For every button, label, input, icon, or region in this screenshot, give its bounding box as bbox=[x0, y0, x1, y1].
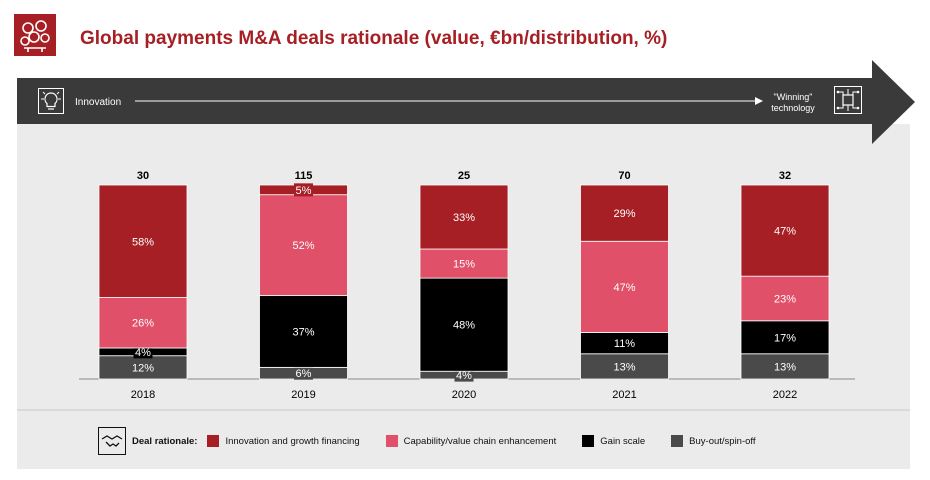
total-label: 70 bbox=[618, 170, 630, 182]
x-tick-label: 2019 bbox=[291, 389, 315, 401]
legend: Deal rationale: Innovation and growth fi… bbox=[98, 426, 782, 456]
data-label: 52% bbox=[292, 240, 314, 252]
data-label-bg bbox=[454, 368, 474, 382]
data-label: 33% bbox=[453, 212, 475, 224]
legend-item-gain-scale: Gain scale bbox=[582, 435, 645, 447]
bar-segment bbox=[259, 295, 348, 368]
page-title: Global payments M&A deals rationale (val… bbox=[80, 28, 668, 49]
legend-label: Innovation and growth financing bbox=[225, 435, 360, 447]
legend-label: Capability/value chain enhancement bbox=[403, 435, 557, 447]
legend-swatch bbox=[671, 435, 684, 447]
total-label: 32 bbox=[779, 170, 791, 182]
lightbulb-icon bbox=[38, 88, 64, 114]
bar-segment bbox=[98, 184, 188, 298]
x-tick-label: 2022 bbox=[773, 389, 797, 401]
total-label: 30 bbox=[137, 170, 149, 182]
stacked-bar-chart: 12% 4% 26% 58% 30 2018 6% 37% 52% 5% 115 2019 4% 48% 1… bbox=[17, 170, 910, 411]
data-label: 58% bbox=[132, 236, 154, 248]
bar-segment bbox=[740, 353, 830, 380]
circuit-chip-icon bbox=[834, 86, 862, 114]
data-label: 4% bbox=[456, 370, 472, 382]
bar-segment bbox=[419, 277, 509, 372]
legend-label: Gain scale bbox=[600, 435, 646, 447]
data-label-bg bbox=[133, 345, 153, 359]
data-label: 23% bbox=[774, 293, 796, 305]
data-label: 26% bbox=[132, 318, 154, 330]
legend-title: Deal rationale: bbox=[132, 435, 198, 447]
legend-item-capability: Capability/value chain enhancement bbox=[385, 435, 557, 447]
legend-swatch bbox=[385, 435, 398, 447]
data-label: 47% bbox=[613, 282, 635, 294]
data-label: 11% bbox=[614, 338, 635, 350]
data-label: 17% bbox=[774, 332, 796, 344]
total-label: 115 bbox=[295, 170, 313, 182]
technology-label: technology bbox=[771, 103, 815, 113]
data-label: 13% bbox=[774, 361, 796, 373]
brain-logo-icon bbox=[14, 14, 56, 56]
legend-item-innovation: Innovation and growth financing bbox=[207, 435, 360, 447]
data-label-bg bbox=[294, 366, 313, 380]
x-tick-label: 2020 bbox=[452, 389, 476, 401]
bar-segment bbox=[98, 297, 188, 349]
data-label: 6% bbox=[296, 368, 312, 380]
data-label: 29% bbox=[613, 208, 635, 220]
legend-label: Buy-out/spin-off bbox=[689, 435, 756, 447]
bar-segment bbox=[580, 240, 669, 333]
bar-segment bbox=[259, 194, 348, 296]
x-tick-label: 2018 bbox=[131, 389, 155, 401]
bar-segment bbox=[740, 184, 830, 277]
legend-swatch bbox=[207, 435, 220, 447]
bar-segment bbox=[740, 320, 830, 355]
data-label: 15% bbox=[453, 259, 475, 271]
x-tick-label: 2021 bbox=[612, 389, 636, 401]
bar-segment bbox=[740, 275, 830, 322]
data-label: 48% bbox=[453, 320, 475, 332]
data-label: 37% bbox=[292, 326, 314, 338]
legend-item-buyout: Buy-out/spin-off bbox=[671, 435, 756, 447]
innovation-arrow-band bbox=[17, 60, 915, 144]
data-label: 4% bbox=[135, 347, 151, 359]
data-label: 12% bbox=[132, 362, 154, 374]
winning-label: "Winning" bbox=[773, 92, 813, 102]
legend-swatch bbox=[582, 435, 595, 447]
data-label: 5% bbox=[296, 185, 312, 197]
total-label: 25 bbox=[458, 170, 470, 182]
data-label-bg bbox=[294, 183, 313, 197]
innovation-label: Innovation bbox=[75, 97, 122, 108]
winning-technology-label: "Winning" technology bbox=[760, 92, 826, 114]
handshake-icon bbox=[98, 427, 126, 455]
bar-segment bbox=[580, 353, 669, 380]
chart-panel: 12% 4% 26% 58% 30 2018 6% 37% 52% 5% 115 2019 4% 48% 1… bbox=[17, 124, 910, 469]
bar-segment bbox=[580, 184, 669, 242]
bar-segment bbox=[419, 184, 509, 250]
data-label: 47% bbox=[774, 226, 796, 238]
data-label: 13% bbox=[613, 361, 635, 373]
